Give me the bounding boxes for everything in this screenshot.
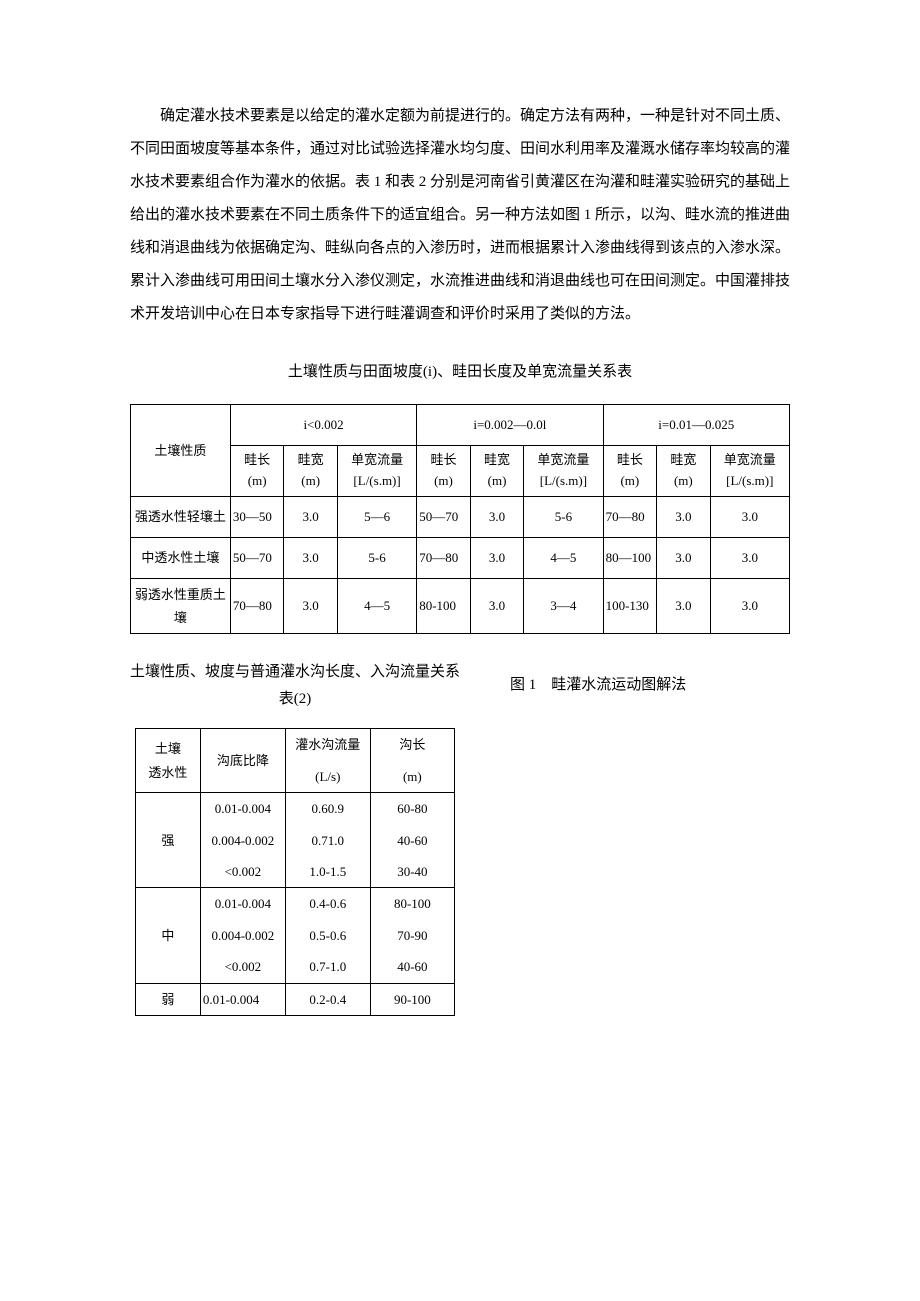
th-width: 畦宽(m) (470, 446, 524, 497)
td: 3.0 (657, 496, 711, 537)
th-len: 畦长(m) (603, 446, 657, 497)
td: 0.004-0.002 (200, 920, 285, 951)
td: <0.002 (200, 951, 285, 983)
td: 3.0 (284, 537, 338, 578)
table-row: 土壤透水性 沟底比降 灌水沟流量 沟长 (136, 729, 455, 761)
table-row: 中透水性土壤 50—70 3.0 5-6 70—80 3.0 4—5 80—10… (131, 537, 790, 578)
td: 0.01-0.004 (200, 888, 285, 920)
th-width: 畦宽(m) (657, 446, 711, 497)
th-flow: 灌水沟流量 (285, 729, 370, 761)
figure1-label: 图 1 畦灌水流运动图解法 (510, 669, 790, 702)
td: 3.0 (657, 537, 711, 578)
td: 80-100 (417, 578, 471, 634)
td: 3—4 (524, 578, 603, 634)
th-group3: i=0.01—0.025 (603, 405, 789, 446)
td: 0.01-0.004 (200, 793, 285, 825)
td: 30-40 (370, 856, 454, 888)
table2-title: 土壤性质、坡度与普通灌水沟长度、入沟流量关系表(2) (130, 659, 460, 713)
td: 0.7-1.0 (285, 951, 370, 983)
td-perm: 强 (136, 793, 201, 888)
td-soil: 弱透水性重质土壤 (131, 578, 231, 634)
td: 50—70 (417, 496, 471, 537)
td: 40-60 (370, 951, 454, 983)
td: 5-6 (337, 537, 416, 578)
td: 70—80 (230, 578, 284, 634)
th-len: 畦长(m) (230, 446, 284, 497)
table-row: 强 0.01-0.004 0.60.9 60-80 (136, 793, 455, 825)
main-paragraph: 确定灌水技术要素是以给定的灌水定额为前提进行的。确定方法有两种，一种是针对不同土… (130, 100, 790, 331)
td: 0.4-0.6 (285, 888, 370, 920)
td-soil: 中透水性土壤 (131, 537, 231, 578)
th-flow: 单宽流量[L/(s.m)] (337, 446, 416, 497)
td: 0.004-0.002 (200, 825, 285, 856)
td: 3.0 (470, 578, 524, 634)
table2: 土壤透水性 沟底比降 灌水沟流量 沟长 (L/s) (m) 强 0.01-0.0… (135, 728, 455, 1016)
td: 100-130 (603, 578, 657, 634)
td: 3.0 (470, 496, 524, 537)
table1-title: 土壤性质与田面坡度(i)、畦田长度及单宽流量关系表 (130, 356, 790, 389)
td: 4—5 (337, 578, 416, 634)
th-length: 沟长 (370, 729, 454, 761)
table1: 土壤性质 i<0.002 i=0.002—0.0l i=0.01—0.025 畦… (130, 404, 790, 634)
th-flow: 单宽流量[L/(s.m)] (524, 446, 603, 497)
td: 3.0 (284, 496, 338, 537)
td: 0.71.0 (285, 825, 370, 856)
td: 3.0 (710, 496, 789, 537)
th-len: 畦长(m) (417, 446, 471, 497)
th-flow-unit: (L/s) (285, 761, 370, 793)
table-row: 弱 0.01-0.004 0.2-0.4 90-100 (136, 983, 455, 1015)
table-row: 强透水性轻壤土 30—50 3.0 5—6 50—70 3.0 5-6 70—8… (131, 496, 790, 537)
td: 3.0 (470, 537, 524, 578)
td: 5-6 (524, 496, 603, 537)
td: 60-80 (370, 793, 454, 825)
td: 0.5-0.6 (285, 920, 370, 951)
th-group2: i=0.002—0.0l (417, 405, 603, 446)
td: 0.60.9 (285, 793, 370, 825)
td: 1.0-1.5 (285, 856, 370, 888)
td-perm: 中 (136, 888, 201, 983)
td: <0.002 (200, 856, 285, 888)
td: 3.0 (710, 537, 789, 578)
td: 4—5 (524, 537, 603, 578)
th-perm: 土壤透水性 (136, 729, 201, 793)
td: 3.0 (284, 578, 338, 634)
th-soil: 土壤性质 (131, 405, 231, 497)
td-perm: 弱 (136, 983, 201, 1015)
td: 90-100 (370, 983, 454, 1015)
td: 80-100 (370, 888, 454, 920)
td: 5—6 (337, 496, 416, 537)
th-width: 畦宽(m) (284, 446, 338, 497)
th-group1: i<0.002 (230, 405, 416, 446)
td: 70—80 (417, 537, 471, 578)
td: 40-60 (370, 825, 454, 856)
table-row: 土壤性质 i<0.002 i=0.002—0.0l i=0.01—0.025 (131, 405, 790, 446)
table-row: 中 0.01-0.004 0.4-0.6 80-100 (136, 888, 455, 920)
table-row: 弱透水性重质土壤 70—80 3.0 4—5 80-100 3.0 3—4 10… (131, 578, 790, 634)
td-soil: 强透水性轻壤土 (131, 496, 231, 537)
td: 30—50 (230, 496, 284, 537)
th-slope: 沟底比降 (200, 729, 285, 793)
th-length-unit: (m) (370, 761, 454, 793)
td: 70—80 (603, 496, 657, 537)
td: 50—70 (230, 537, 284, 578)
td: 3.0 (710, 578, 789, 634)
td: 0.01-0.004 (200, 983, 285, 1015)
td: 3.0 (657, 578, 711, 634)
td: 0.2-0.4 (285, 983, 370, 1015)
td: 70-90 (370, 920, 454, 951)
td: 80—100 (603, 537, 657, 578)
th-flow: 单宽流量[L/(s.m)] (710, 446, 789, 497)
